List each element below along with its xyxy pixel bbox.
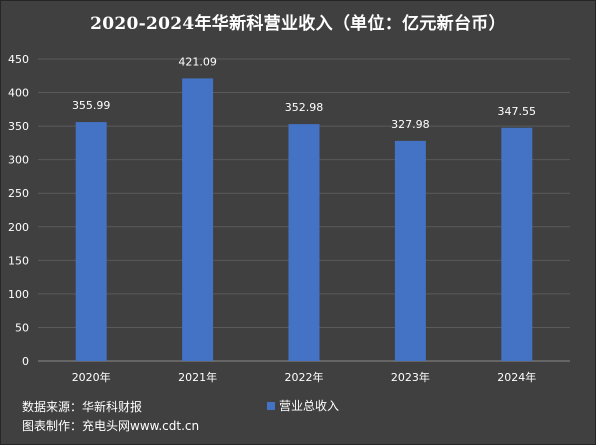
- x-tick-label: 2024年: [497, 370, 536, 384]
- data-source-note: 数据来源：华新科财报: [22, 400, 143, 414]
- data-label: 355.99: [72, 99, 111, 112]
- bar-2022年: [288, 124, 320, 361]
- x-axis-ticks: 2020年 2021年 2022年 2023年 2024年: [72, 370, 537, 384]
- data-label: 421.09: [178, 55, 217, 68]
- data-labels: 355.99 421.09 352.98 327.98 347.55: [72, 55, 536, 130]
- x-tick-label: 2022年: [285, 370, 324, 384]
- legend: 营业总收入: [267, 397, 339, 414]
- bars: [75, 78, 533, 361]
- bar-2021年: [182, 78, 214, 361]
- y-tick-label: 200: [8, 221, 29, 234]
- y-tick-label: 150: [8, 254, 29, 267]
- y-axis-ticks: 0 50 100 150 200 250 300 350 400 450: [8, 53, 29, 368]
- legend-label: 营业总收入: [279, 399, 340, 413]
- x-tick-label: 2021年: [178, 370, 217, 384]
- y-tick-label: 50: [15, 321, 29, 334]
- data-label: 327.98: [391, 118, 430, 131]
- y-tick-label: 400: [8, 87, 29, 100]
- data-label: 352.98: [285, 101, 324, 114]
- y-tick-label: 350: [8, 120, 29, 133]
- chart-maker-note: 图表制作：充电头网www.cdt.cn: [22, 419, 200, 433]
- bar-2023年: [394, 140, 426, 361]
- legend-swatch: [267, 401, 275, 410]
- bar-2024年: [501, 127, 533, 361]
- chart-title: 2020-2024年华新科营业收入（单位：亿元新台币）: [90, 14, 506, 34]
- y-tick-label: 450: [8, 53, 29, 66]
- y-tick-label: 300: [8, 154, 29, 167]
- y-tick-label: 250: [8, 187, 29, 200]
- y-tick-label: 0: [22, 355, 29, 368]
- y-tick-label: 100: [8, 288, 29, 301]
- x-tick-label: 2023年: [391, 370, 430, 384]
- x-tick-label: 2020年: [72, 370, 111, 384]
- data-label: 347.55: [498, 105, 537, 118]
- bar-2020年: [75, 122, 107, 361]
